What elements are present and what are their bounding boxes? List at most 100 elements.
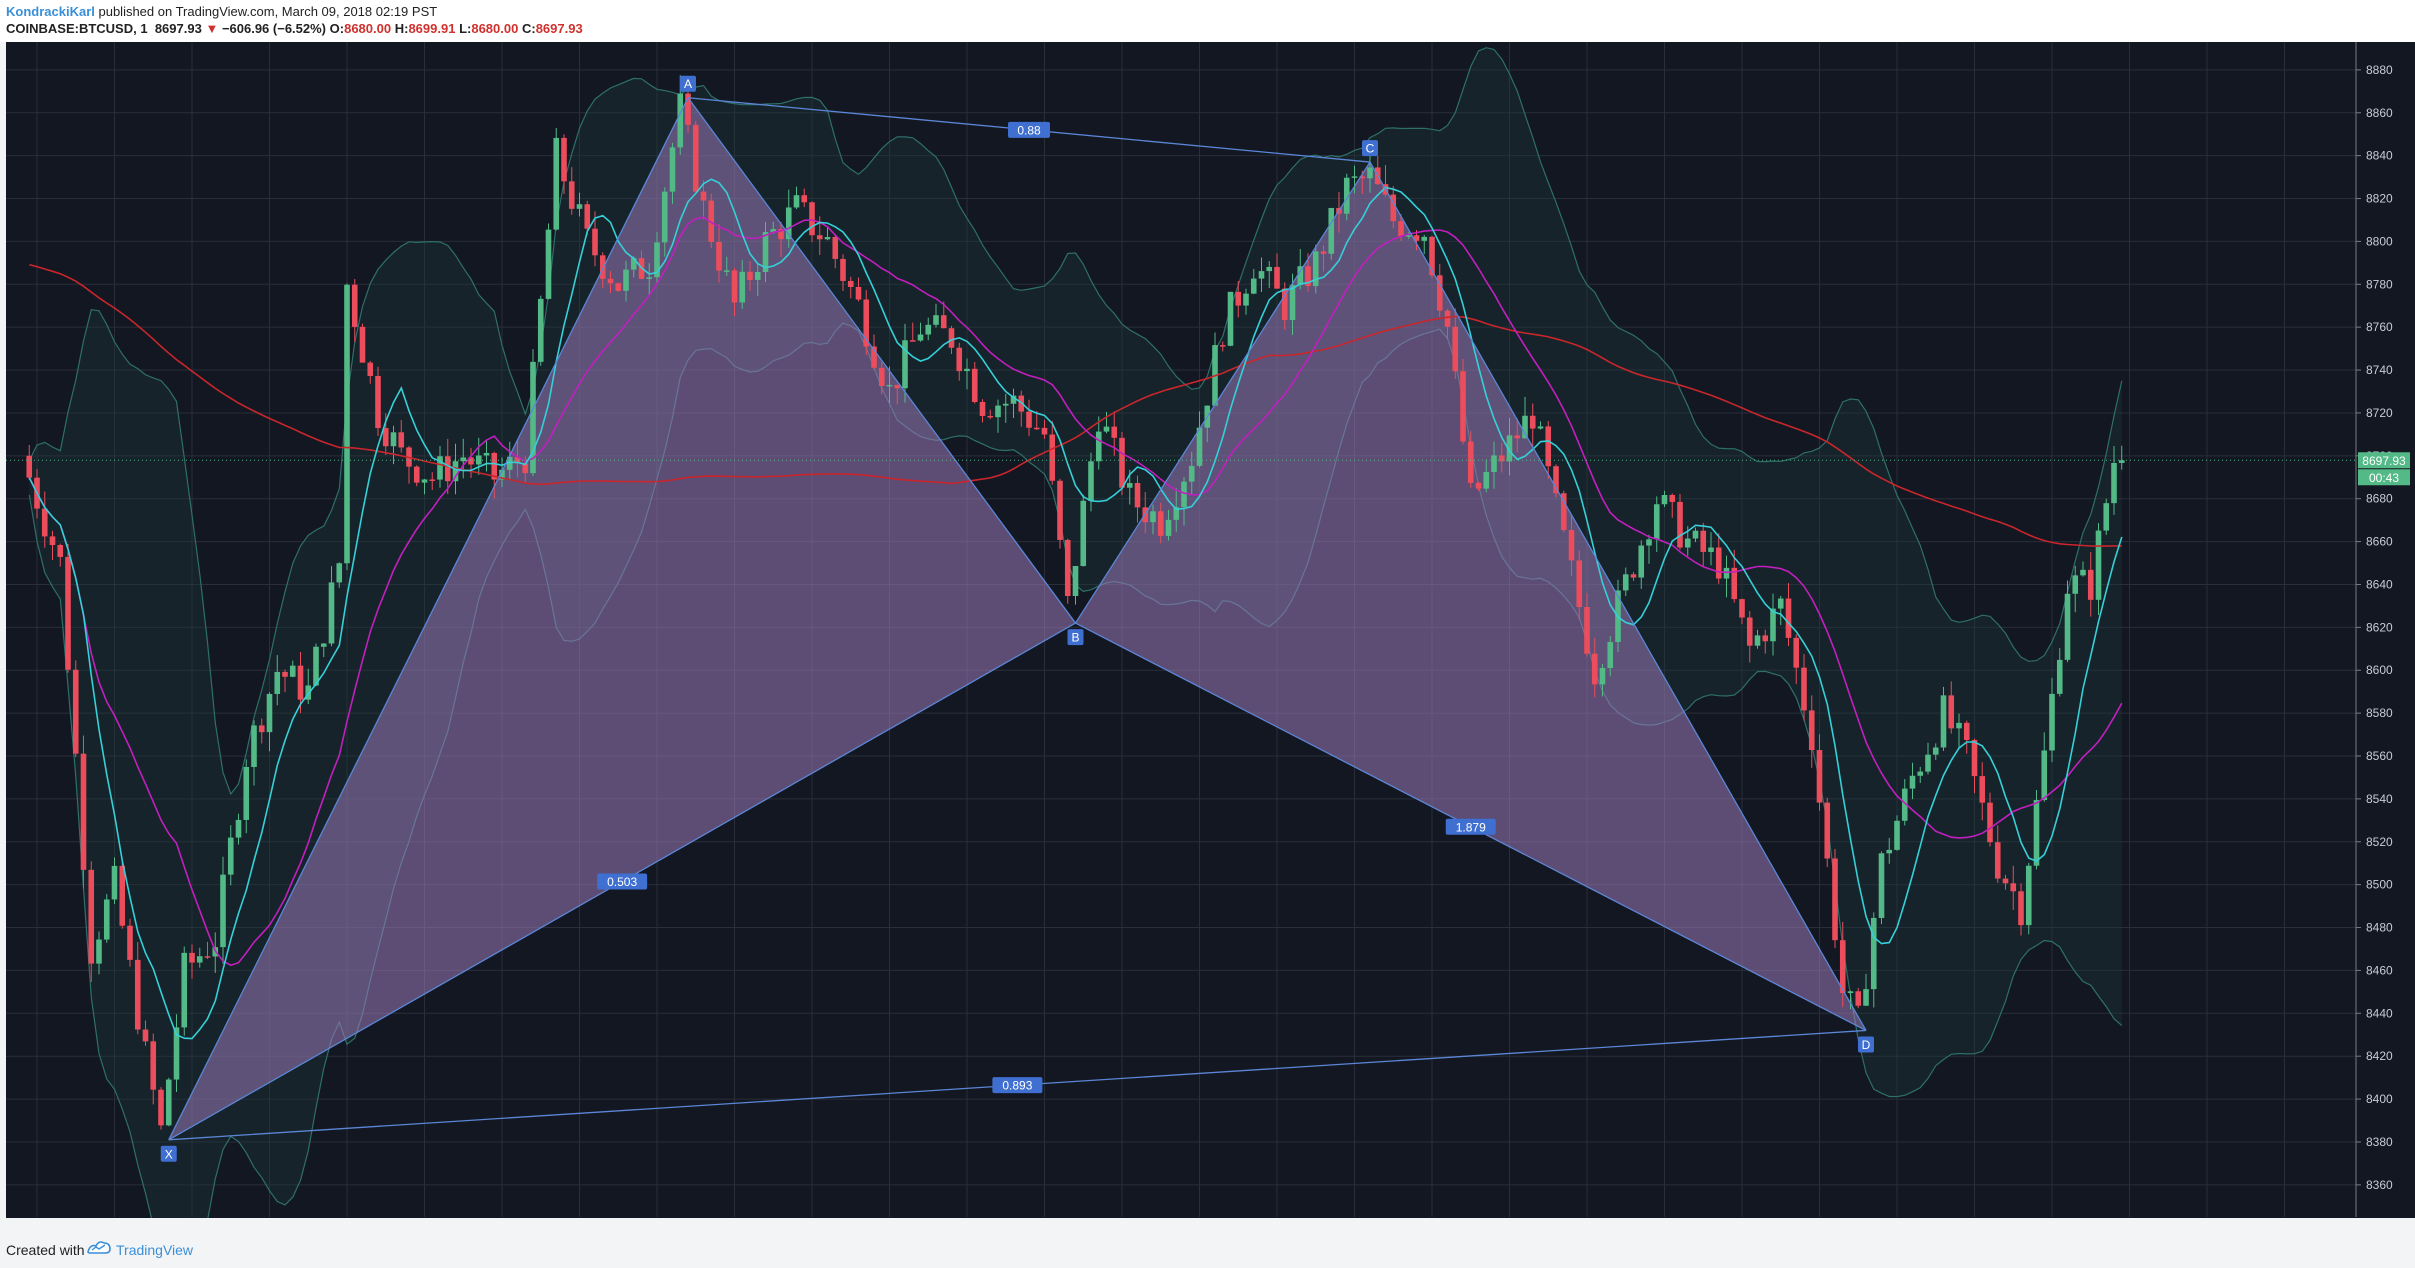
price-chart[interactable]: 0.503 0.88 1.879 0.893 X A B C D 8360 8380 8400 842… [6,42,2415,1218]
candle-body [382,428,389,447]
y-tick-label: 8420 [2366,1049,2393,1063]
candle-body [227,837,234,875]
ma-long-line [29,263,2122,547]
candle-body [103,899,110,940]
candle-body [1847,991,1854,994]
y-tick-label: 8520 [2366,835,2393,849]
candle-body [762,232,769,273]
candle-body [987,415,994,418]
y-tick-label: 8400 [2366,1092,2393,1106]
harmonic-pattern-lines[interactable]: 0.503 0.88 1.879 0.893 X A B C D [160,75,1874,1162]
candle-body [1607,642,1614,668]
candle-body [1305,266,1311,287]
candle-body [677,93,684,148]
ma-fast-line [28,178,2123,1040]
close-value: 8697.93 [535,21,583,36]
y-tick-label: 8720 [2366,406,2393,420]
candle-body [173,1027,180,1080]
candle-body [49,536,56,546]
candle-body [429,479,436,481]
candle-body [1498,455,1505,462]
last-price-badge: 8697.93 [2362,454,2406,468]
candle-body [1436,275,1443,311]
band-upper [28,47,2123,796]
candle-body [669,147,676,192]
candle-body [344,284,350,564]
pattern-leg [687,97,1077,624]
candle-body [1731,567,1738,600]
tradingview-brand-link[interactable]: TradingView [116,1242,194,1258]
candle-body [592,228,598,256]
open-label: O: [329,21,345,36]
candle-body [1297,266,1304,286]
candle-body [716,242,722,271]
candle-body [1320,251,1327,254]
y-tick-label: 8500 [2366,878,2393,892]
candle-body [2095,530,2102,600]
candle-body [940,315,947,329]
point-label-bg [1362,140,1378,157]
candle-body [1467,441,1474,483]
candle-body [2049,693,2055,751]
candle-body [1793,637,1800,668]
candle-body [2041,750,2048,801]
last-price-badge-bg [2358,452,2410,469]
candle-body [1095,431,1102,462]
y-tick-label: 8840 [2366,149,2393,163]
candle-body [979,401,986,416]
candle-body [1963,722,1970,740]
candle-body [1243,293,1249,306]
candle-body [1274,266,1280,289]
candle-body [1677,501,1683,548]
candle-body [1925,754,1931,772]
candle-body [80,753,87,870]
candle-body [181,952,188,1028]
candle-body [72,669,79,754]
candle-body [561,137,567,182]
candle-body [708,200,715,243]
ratio-label-bg [1445,818,1496,835]
candle-body [1971,739,1978,777]
candle-body [840,258,846,281]
candle-body [692,124,699,192]
candle-body [1119,437,1125,488]
candle-body [1576,560,1583,608]
candle-body [1072,566,1079,596]
ratio-label-bg [1008,121,1050,138]
candle-body [65,556,71,670]
candle-body [723,270,730,272]
candle-body [437,456,443,480]
chart-area[interactable]: 0.503 0.88 1.879 0.893 X A B C D 8360 8380 8400 842… [6,42,2415,1218]
author-link[interactable]: KondrackiKarl [6,4,95,19]
candle-body [1483,471,1490,489]
candle-body [1708,547,1714,552]
candle-body [1684,538,1691,548]
candle-body [367,362,374,376]
candle-body [1080,500,1087,567]
candle-body [1359,176,1366,179]
candle-body [483,452,490,456]
candle-body [2002,878,2009,884]
candle-body [1630,574,1637,578]
candle-body [1529,415,1536,429]
candle-body [2111,462,2117,504]
candle-body [1413,235,1420,241]
pattern-triangle [1075,162,1866,1031]
candle-body [1491,455,1497,472]
ratio-label: 0.893 [1002,1079,1032,1093]
candle-body [1405,235,1412,237]
candle-body [599,255,606,279]
ratio-label-bg [597,873,648,890]
candle-body [1622,574,1629,591]
candle-body [1646,539,1652,546]
candle-body [995,405,1001,418]
high-value: 8699.91 [408,21,456,36]
candle-body [359,326,366,363]
candle-body [351,284,358,327]
candle-body [57,545,64,557]
pattern-leg [168,97,689,1141]
candle-body [1475,482,1482,489]
low-value: 8680.00 [471,21,519,36]
candle-body [2118,460,2125,463]
candles [26,75,2125,1130]
